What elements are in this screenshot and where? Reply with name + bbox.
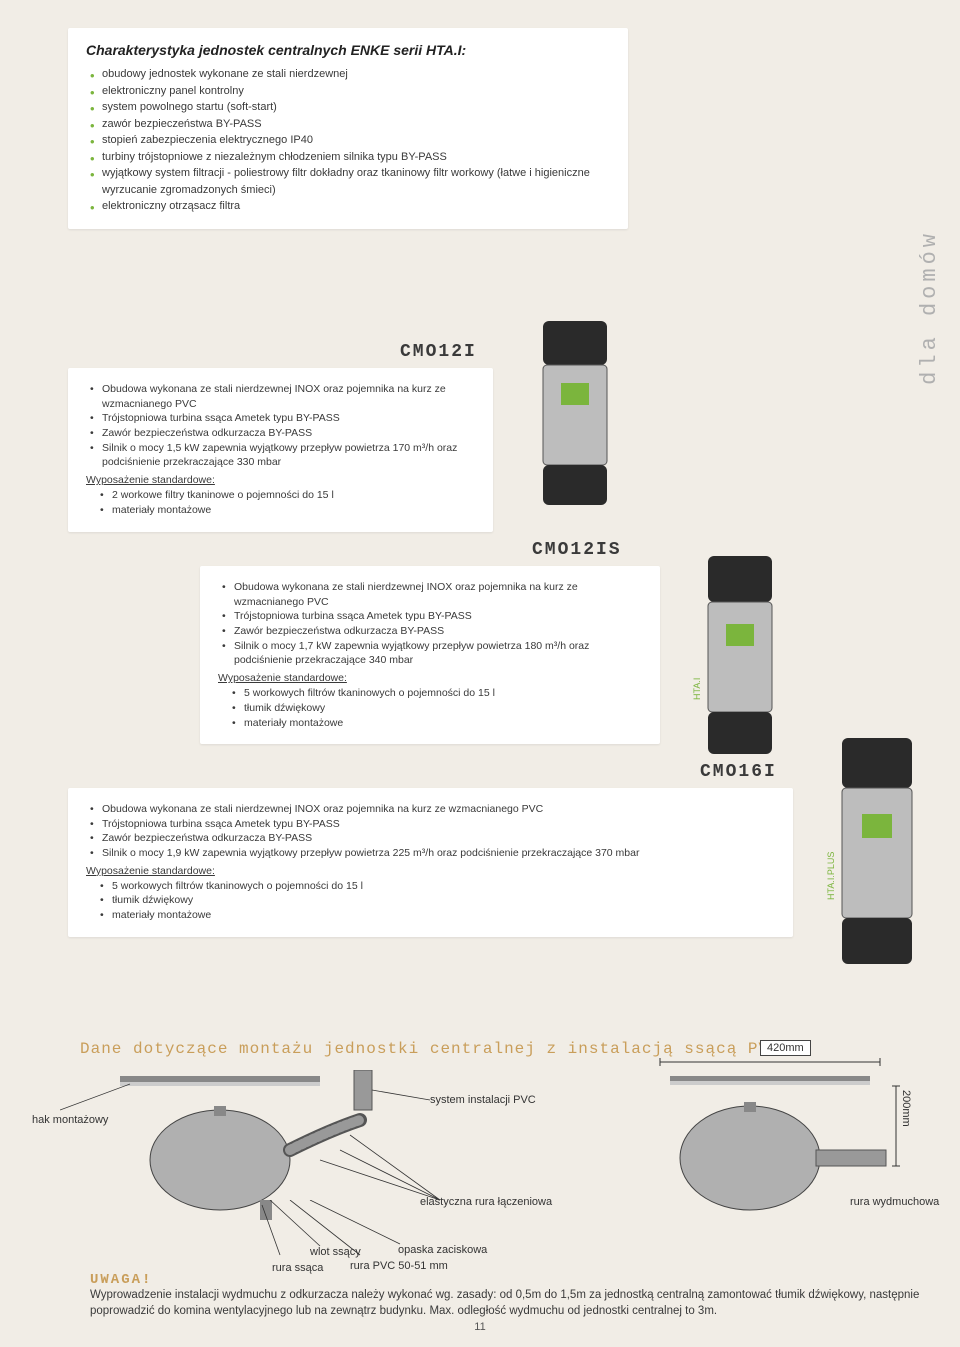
label-pointer-lines	[250, 1200, 470, 1260]
svg-text:HTA.I: HTA.I	[692, 678, 702, 700]
list-item: materiały montażowe	[232, 716, 642, 731]
warning-title: UWAGA!	[90, 1272, 920, 1288]
list-item: Obudowa wykonana ze stali nierdzewnej IN…	[90, 802, 775, 817]
list-item: Silnik o mocy 1,7 kW zapewnia wyjątkowy …	[222, 639, 642, 668]
std-list: 5 workowych filtrów tkaninowych o pojemn…	[218, 686, 642, 730]
warning-block: UWAGA! Wyprowadzenie instalacji wydmuchu…	[90, 1272, 920, 1319]
model-title-cmo12i: CMO12I	[400, 342, 477, 362]
list-item: Trójstopniowa turbina ssąca Ametek typu …	[90, 411, 475, 426]
card-cmo12is: Obudowa wykonana ze stali nierdzewnej IN…	[200, 566, 660, 744]
list-item: Zawór bezpieczeństwa odkurzacza BY-PASS	[222, 624, 642, 639]
dimension-width: 420mm	[760, 1040, 811, 1056]
vacuum-image-cmo16i: HTA.I.PLUS	[812, 720, 942, 980]
intro-card: Charakterystyka jednostek centralnych EN…	[68, 28, 628, 229]
list-item: tłumik dźwiękowy	[232, 701, 642, 716]
list-item: stopień zabezpieczenia elektrycznego IP4…	[90, 132, 610, 149]
intro-list: obudowy jednostek wykonane ze stali nier…	[86, 66, 610, 215]
list-item: tłumik dźwiękowy	[100, 893, 775, 908]
list-item: 5 workowych filtrów tkaninowych o pojemn…	[232, 686, 642, 701]
list-item: Trójstopniowa turbina ssąca Ametek typu …	[222, 609, 642, 624]
vacuum-image-cmo12is: HTA.I	[680, 540, 800, 770]
vacuum-image-cmo12i	[515, 305, 635, 525]
side-label: dla domów	[917, 230, 942, 385]
std-list: 5 workowych filtrów tkaninowych o pojemn…	[86, 879, 775, 923]
list-item: elektroniczny panel kontrolny	[90, 83, 610, 100]
label-pvc: rura PVC 50-51 mm	[350, 1260, 448, 1272]
std-head: Wyposażenie standardowe:	[86, 474, 475, 486]
page-number: 11	[0, 1321, 960, 1333]
list-item: Zawór bezpieczeństwa odkurzacza BY-PASS	[90, 426, 475, 441]
list-item: Obudowa wykonana ze stali nierdzewnej IN…	[222, 580, 642, 609]
list-item: materiały montażowe	[100, 503, 475, 518]
label-wydm: rura wydmuchowa	[850, 1196, 939, 1208]
list-item: 5 workowych filtrów tkaninowych o pojemn…	[100, 879, 775, 894]
list-item: zawór bezpieczeństwa BY-PASS	[90, 116, 610, 133]
list-item: turbiny trójstopniowe z niezależnym chło…	[90, 149, 610, 166]
dimension-height: 200mm	[900, 1090, 912, 1127]
svg-text:HTA.I.PLUS: HTA.I.PLUS	[826, 852, 836, 900]
list-item: Silnik o mocy 1,9 kW zapewnia wyjątkowy …	[90, 846, 775, 861]
list-item: Silnik o mocy 1,5 kW zapewnia wyjątkowy …	[90, 441, 475, 470]
model-title-cmo12is: CMO12IS	[532, 540, 622, 560]
spec-list: Obudowa wykonana ze stali nierdzewnej IN…	[86, 382, 475, 470]
spec-list: Obudowa wykonana ze stali nierdzewnej IN…	[86, 802, 775, 861]
list-item: Obudowa wykonana ze stali nierdzewnej IN…	[90, 382, 475, 411]
list-item: wyjątkowy system filtracji - poliestrowy…	[90, 165, 610, 198]
std-head: Wyposażenie standardowe:	[218, 672, 642, 684]
card-cmo12i: Obudowa wykonana ze stali nierdzewnej IN…	[68, 368, 493, 532]
list-item: Trójstopniowa turbina ssąca Ametek typu …	[90, 817, 775, 832]
spec-list: Obudowa wykonana ze stali nierdzewnej IN…	[218, 580, 642, 668]
label-system: system instalacji PVC	[430, 1094, 536, 1106]
warning-text: Wyprowadzenie instalacji wydmuchu z odku…	[90, 1288, 920, 1319]
card-cmo16i: Obudowa wykonana ze stali nierdzewnej IN…	[68, 788, 793, 937]
std-list: 2 workowe filtry tkaninowe o pojemności …	[86, 488, 475, 517]
installation-diagram-right	[620, 1058, 920, 1238]
label-hak: hak montażowy	[32, 1114, 108, 1126]
installation-section-title: Dane dotyczące montażu jednostki central…	[80, 1040, 780, 1058]
list-item: obudowy jednostek wykonane ze stali nier…	[90, 66, 610, 83]
std-head: Wyposażenie standardowe:	[86, 865, 775, 877]
list-item: 2 workowe filtry tkaninowe o pojemności …	[100, 488, 475, 503]
list-item: materiały montażowe	[100, 908, 775, 923]
list-item: Zawór bezpieczeństwa odkurzacza BY-PASS	[90, 831, 775, 846]
model-title-cmo16i: CMO16I	[700, 762, 777, 782]
intro-header: Charakterystyka jednostek centralnych EN…	[86, 42, 610, 58]
list-item: elektroniczny otrząsacz filtra	[90, 198, 610, 215]
list-item: system powolnego startu (soft-start)	[90, 99, 610, 116]
